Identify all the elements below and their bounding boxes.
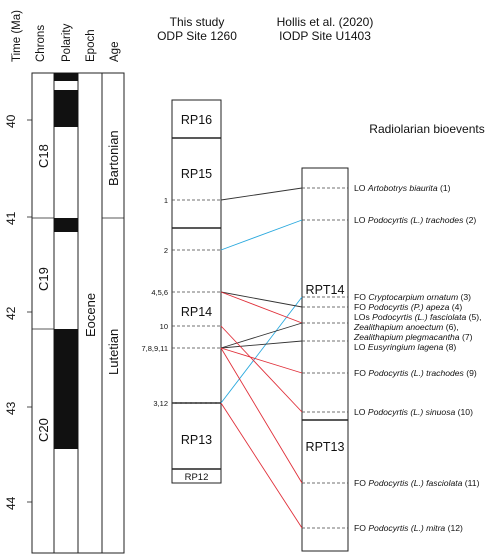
level-3-12: 3,12 [153,399,168,408]
time-tick-40: 40 [4,114,18,128]
age-bartonian: Bartonian [106,130,121,186]
time-axis-header: Time (Ma) [11,10,23,62]
tie-line-12 [220,402,303,529]
level-10: 10 [160,322,168,331]
age-header: Age [109,42,121,62]
tie-line-2 [220,219,303,251]
tie-line-4 [220,291,303,308]
event-label: LO Eusyringium lagena (8) [354,342,456,352]
event-label: LOs Podocyrtis (L.) fasciolata (5), [354,312,482,322]
event-label: LO Artobotrys biaurita (1) [354,183,451,193]
study-column-frame [171,99,222,484]
study-title-line2: ODP Site 1260 [157,29,237,43]
polarity-normal-1 [54,73,78,81]
chron-c18: C18 [36,144,51,168]
event-label: FO Podocyrtis (L.) fasciolata (11) [354,478,480,488]
epoch-eocene: Eocene [83,293,98,337]
bioevent-labels: LO Artobotrys biaurita (1) LO Podocyrtis… [353,183,482,533]
zone-rpt13: RPT13 [306,440,345,454]
time-ticks: 40 41 42 43 44 [4,114,32,510]
tie-line-11 [220,347,303,484]
chron-c19: C19 [36,267,51,291]
level-7-8-9-11: 7,8,9,11 [141,344,168,353]
level-2: 2 [164,246,168,255]
age-lutetian: Lutetian [106,329,121,375]
study-title-line1: This study [170,15,225,29]
event-label: FO Podocyrtis (L.) trachodes (9) [354,368,477,378]
event-label: LO Podocyrtis (L.) trachodes (2) [354,215,476,225]
time-tick-41: 41 [4,211,18,225]
timescale-panel: Time (Ma) Chrons Polarity Epoch Age 40 4… [4,10,125,554]
zone-rp16: RP16 [181,113,212,127]
correlation-lines [220,187,303,529]
level-4-5-6: 4,5,6 [151,288,168,297]
tie-line-7 [220,322,303,349]
event-label: Zealithapium plegmacantha (7) [353,332,473,342]
zone-rp12: RP12 [185,472,209,483]
event-label: FO Podocyrtis (L.) mitra (12) [354,523,463,533]
time-tick-43: 43 [4,401,18,415]
event-label: Zealithapium anoectum (6), [353,322,459,332]
chrons-header: Chrons [35,25,47,62]
tie-line-5-6-7 [220,291,303,324]
reference-zone-column: RPT14 RPT13 [301,167,349,552]
tie-line-9 [220,347,303,374]
epoch-header: Epoch [85,29,97,62]
event-label: FO Podocyrtis (P.) apeza (4) [354,302,462,312]
tie-line-3 [220,296,303,404]
ref-title-line1: Hollis et al. (2020) [277,15,374,29]
polarity-column [53,72,79,554]
time-tick-42: 42 [4,306,18,320]
study-zone-column: RP16 RP15 RP14 RP13 RP12 1 2 4,5,6 10 7,… [141,99,222,484]
polarity-header: Polarity [61,23,73,62]
polarity-normal-3 [54,218,78,232]
chron-c20: C20 [36,418,51,442]
ref-title-line2: IODP Site U1403 [279,29,371,43]
time-tick-44: 44 [4,496,18,510]
event-label: FO Cryptocarpium ornatum (3) [354,292,471,302]
event-label: LO Podocyrtis (L.) sinuosa (10) [354,407,473,417]
age-column [101,72,125,554]
zone-rp13: RP13 [181,433,212,447]
polarity-normal-4 [54,329,78,449]
bioevents-title: Radiolarian bioevents [369,122,484,136]
zone-rp15: RP15 [181,167,212,181]
tie-line-8 [220,340,303,349]
tie-line-10 [220,325,303,413]
polarity-blocks [54,73,78,449]
polarity-normal-2 [54,90,78,127]
ref-column-frame [301,167,349,552]
zone-rp14: RP14 [181,305,212,319]
level-1: 1 [164,196,168,205]
zone-rpt14: RPT14 [306,283,345,297]
tie-line-1 [220,187,303,201]
